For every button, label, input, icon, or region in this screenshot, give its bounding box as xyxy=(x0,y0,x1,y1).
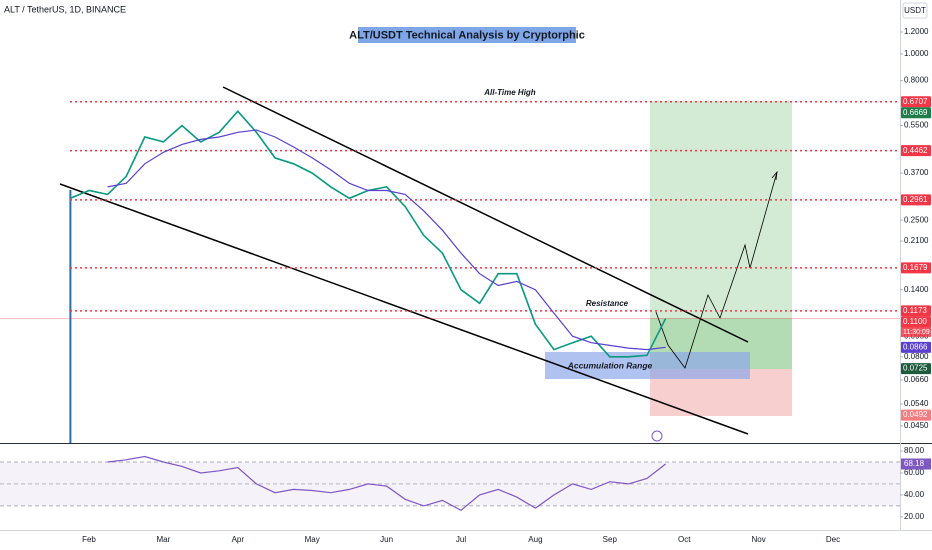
annotation: Accumulation Range xyxy=(567,360,653,370)
x-tick-label: Jun xyxy=(380,535,393,544)
x-tick-label: Sep xyxy=(603,535,618,544)
y-tick-label: 1.2000 xyxy=(904,27,929,36)
x-tick-label: Nov xyxy=(751,535,765,544)
price-badge-label: 0.1100 xyxy=(903,317,927,326)
y-tick-label: 0.1400 xyxy=(904,285,929,294)
annotation: All-Time High xyxy=(483,88,536,97)
y-tick-label: 60.00 xyxy=(904,468,925,477)
rsi-badge-label: 68.18 xyxy=(904,459,925,468)
price-badge-label: 0.4462 xyxy=(903,146,928,155)
price-badge-label: 0.0725 xyxy=(903,364,928,373)
x-tick-label: May xyxy=(305,535,320,544)
price-badge-label: 0.0866 xyxy=(903,342,928,351)
series-line xyxy=(107,129,666,351)
y-tick-label: 0.0800 xyxy=(904,352,929,361)
annotation: Resistance xyxy=(586,299,629,308)
y-tick-label: 1.0000 xyxy=(904,49,929,58)
price-badge xyxy=(901,96,931,108)
chart-title: ALT/USDT Technical Analysis by Cryptorph… xyxy=(349,29,585,41)
y-tick-label: 0.0450 xyxy=(904,421,929,430)
price-badge xyxy=(901,194,931,206)
price-badge xyxy=(901,409,931,421)
channel-bottom xyxy=(59,183,749,435)
x-tick-label: Feb xyxy=(82,535,96,544)
rsi-badge xyxy=(901,458,931,470)
price-badge xyxy=(901,305,931,317)
x-tick-label: Aug xyxy=(528,535,542,544)
x-tick-label: Mar xyxy=(157,535,171,544)
x-tick-label: Apr xyxy=(232,535,245,544)
price-badge-label: 0.6707 xyxy=(903,97,928,106)
y-tick-label: 0.2100 xyxy=(904,236,929,245)
currency: USDT xyxy=(904,6,926,15)
price-badge xyxy=(901,341,931,353)
price-badge-label: 0.2961 xyxy=(903,195,928,204)
x-tick-label: Oct xyxy=(678,535,691,544)
y-tick-label: 0.3700 xyxy=(904,168,929,177)
rsi-band xyxy=(0,462,900,506)
y-tick-label: 0.8000 xyxy=(904,76,929,85)
price-badge xyxy=(901,363,931,375)
price-badge-label: 0.6669 xyxy=(903,108,928,117)
countdown: 11:30:09 xyxy=(903,329,930,336)
y-tick-label: 20.00 xyxy=(904,512,925,521)
event-icon xyxy=(651,430,663,442)
y-tick-label: 0.0660 xyxy=(904,375,929,384)
y-tick-label: 0.0540 xyxy=(904,399,929,408)
price-badge-label: 0.1173 xyxy=(903,306,927,315)
y-tick-label: 0.5500 xyxy=(904,121,929,130)
y-tick-label: 80.00 xyxy=(904,446,925,455)
y-tick-label: 0.2500 xyxy=(904,215,929,224)
price-badge-label: 0.0492 xyxy=(903,410,928,419)
series-line xyxy=(107,455,666,512)
symbol-info: ALT / TetherUS, 1D, BINANCE xyxy=(4,4,126,14)
accumulation-box xyxy=(545,352,750,379)
price-badge xyxy=(901,316,931,328)
x-tick-label: Jul xyxy=(456,535,466,544)
channel-top xyxy=(222,86,749,343)
price-badge xyxy=(901,107,931,119)
price-badge xyxy=(901,262,931,274)
projection-path xyxy=(655,171,778,369)
price-badge-label: 0.1679 xyxy=(903,263,928,272)
currency-box xyxy=(902,2,928,19)
x-tick-label: Dec xyxy=(826,535,840,544)
projection-arrow xyxy=(771,170,778,181)
countdown-badge xyxy=(901,326,931,337)
price-badge xyxy=(901,145,931,157)
title-box xyxy=(358,27,576,43)
y-tick-label: 40.00 xyxy=(904,490,925,499)
